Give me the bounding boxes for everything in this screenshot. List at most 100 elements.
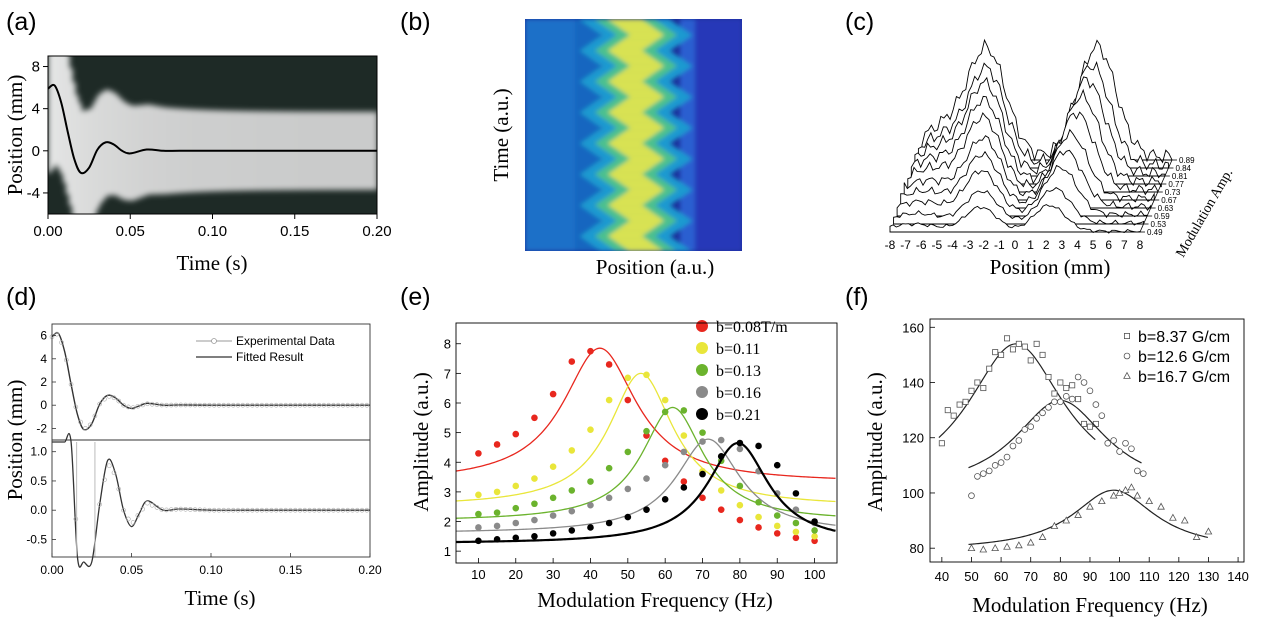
data-point [568,507,576,515]
data-point-top [64,357,69,363]
data-point-bottom [121,507,126,513]
wave-core [620,89,655,92]
data-point [624,396,632,404]
data-point [1116,448,1123,455]
wave-core [613,53,648,56]
wave-core [617,25,652,28]
heatmap-band [525,19,575,251]
data-point-top [102,396,107,402]
wave-core [620,182,655,185]
data-point [549,390,557,398]
wave-core [615,75,650,78]
legend-label: b=0.21 [716,407,761,424]
data-point [968,387,975,394]
x-tick-label: 140 [1227,569,1249,584]
data-point [1086,423,1093,430]
data-point [773,512,781,519]
y-tick-label: -2 [36,421,47,435]
data-point [605,464,613,472]
data-point [605,494,613,502]
heatmap-column [122,102,127,200]
wave-core [620,244,655,247]
wave-core [613,177,648,180]
data-point [1009,442,1017,450]
wave-core [613,107,648,110]
data-point [1081,420,1088,427]
wave-core [611,21,646,24]
x-tick-label: 40 [935,569,949,584]
data-point [475,450,482,457]
data-point-top [197,402,203,408]
x-tick-label: 0.10 [199,563,223,577]
data-point-bottom [97,502,102,507]
y-tick-label: 2 [444,515,451,530]
heatmap-column [92,102,97,214]
data-point [736,516,744,524]
fit-line-top [51,331,370,431]
data-point-top [83,426,88,431]
data-point-top [240,402,246,408]
wave-core [624,162,659,164]
wave-core [609,82,644,84]
wave-core [620,213,655,216]
data-point-bottom [126,516,131,522]
y-tick-label: 140 [902,376,924,391]
data-point [811,527,818,534]
x-tick-label: 70 [1023,569,1037,584]
data-point-top [354,402,360,408]
wave-core [622,70,657,73]
data-point [755,498,762,506]
x-tick-label: 90 [770,567,784,582]
wave-core [611,207,646,209]
data-point [1098,412,1106,419]
heatmap-column [113,93,118,196]
data-point [1027,357,1034,364]
x-tick-label: -5 [932,238,943,252]
data-point [493,535,501,543]
wave-core [613,208,648,211]
data-point [1068,395,1076,403]
data-point [1021,343,1028,350]
heatmap-column [119,99,124,199]
y-tick-label: 4 [32,101,40,118]
wave-core [617,241,652,244]
data-point-top [116,398,122,404]
data-point [1051,398,1058,406]
data-point [944,407,951,414]
wave-core [622,60,657,62]
wave-core [615,106,650,109]
wave-core [620,58,655,61]
data-point-bottom [288,507,293,513]
data-point [992,349,999,356]
wave-core [630,220,664,222]
x-tick-label: 100 [804,567,826,582]
data-point-bottom [235,507,241,513]
x-tick-label: 6 [1105,238,1112,252]
wave-core [611,83,646,86]
wave-core [630,96,664,98]
wave-core [620,164,655,167]
wave-core [613,239,648,241]
data-point [1074,510,1082,518]
data-point [475,510,482,518]
panel-d-xlabel: Time (s) [185,586,256,610]
data-point [792,528,800,536]
data-point-top [140,402,145,408]
legend-label: b=0.11 [716,341,760,358]
y-tick-label: 6 [40,329,47,343]
data-point [792,519,800,527]
data-point-bottom [135,513,141,518]
data-point-bottom [312,507,317,513]
depth-tick-label: 0.53 [1151,220,1167,229]
wave-core [609,79,644,82]
wave-core [622,39,657,42]
data-point [587,501,594,509]
panel-tag-d: (d) [6,283,37,311]
wave-core [624,185,659,187]
x-tick-label: 7 [1121,238,1128,252]
data-point [1045,404,1052,411]
x-tick-label: 0.15 [280,223,309,240]
data-point-bottom [335,507,341,513]
data-point [1075,396,1082,403]
wave-core [626,186,661,189]
